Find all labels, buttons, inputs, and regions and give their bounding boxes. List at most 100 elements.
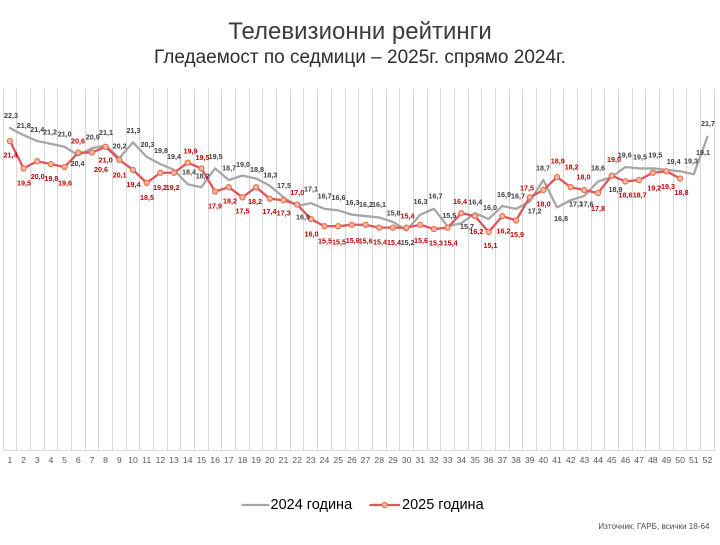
svg-text:15,9: 15,9 — [510, 230, 524, 239]
svg-text:20,6: 20,6 — [71, 136, 85, 145]
svg-text:34: 34 — [456, 455, 466, 465]
svg-text:13: 13 — [169, 455, 179, 465]
svg-text:18,2: 18,2 — [565, 162, 579, 171]
svg-text:41: 41 — [552, 455, 562, 465]
svg-text:17,5: 17,5 — [277, 181, 291, 190]
svg-text:15,4: 15,4 — [401, 212, 415, 221]
svg-text:19,2: 19,2 — [153, 183, 167, 192]
svg-text:18,2: 18,2 — [248, 197, 262, 206]
svg-text:2: 2 — [21, 455, 26, 465]
svg-text:16: 16 — [210, 455, 220, 465]
svg-text:21,4: 21,4 — [4, 151, 18, 160]
svg-text:1: 1 — [7, 455, 12, 465]
svg-text:19,5: 19,5 — [209, 152, 223, 161]
svg-text:3: 3 — [35, 455, 40, 465]
svg-text:21,4: 21,4 — [30, 125, 44, 134]
svg-text:16,2: 16,2 — [497, 227, 511, 236]
svg-text:20,0: 20,0 — [31, 172, 45, 181]
svg-text:18,9: 18,9 — [609, 185, 623, 194]
svg-text:18,2: 18,2 — [223, 197, 237, 206]
svg-text:45: 45 — [607, 455, 617, 465]
svg-text:19,0: 19,0 — [607, 155, 621, 164]
svg-text:19,1: 19,1 — [696, 148, 710, 157]
svg-text:35: 35 — [470, 455, 480, 465]
svg-text:26: 26 — [347, 455, 357, 465]
svg-text:15,7: 15,7 — [460, 222, 474, 231]
svg-text:10: 10 — [128, 455, 138, 465]
svg-text:18,0: 18,0 — [577, 173, 591, 182]
svg-text:25: 25 — [333, 455, 343, 465]
svg-text:40: 40 — [538, 455, 548, 465]
svg-text:39: 39 — [525, 455, 535, 465]
svg-text:33: 33 — [443, 455, 453, 465]
svg-text:16,9: 16,9 — [497, 190, 511, 199]
svg-text:21,0: 21,0 — [99, 156, 113, 165]
svg-text:16,2: 16,2 — [359, 200, 373, 209]
svg-text:17,1: 17,1 — [304, 185, 318, 194]
svg-text:12: 12 — [156, 455, 166, 465]
svg-text:15,2: 15,2 — [401, 238, 415, 247]
svg-text:17,0: 17,0 — [290, 188, 304, 197]
svg-text:17,4: 17,4 — [263, 207, 277, 216]
svg-text:28: 28 — [374, 455, 384, 465]
svg-text:49: 49 — [662, 455, 672, 465]
svg-text:38: 38 — [511, 455, 521, 465]
svg-text:15,6: 15,6 — [359, 236, 373, 245]
svg-text:19,4: 19,4 — [167, 152, 181, 161]
svg-text:16,4: 16,4 — [468, 198, 482, 207]
svg-text:16,0: 16,0 — [305, 230, 319, 239]
svg-text:Гледаемост по седмици – 2025г.: Гледаемост по седмици – 2025г. спрямо 20… — [154, 47, 566, 68]
svg-text:48: 48 — [648, 455, 658, 465]
svg-text:18,9: 18,9 — [551, 156, 565, 165]
svg-text:16,6: 16,6 — [332, 193, 346, 202]
svg-text:44: 44 — [593, 455, 603, 465]
svg-text:5: 5 — [62, 455, 67, 465]
svg-text:15,5: 15,5 — [332, 237, 346, 246]
svg-text:18,5: 18,5 — [140, 193, 154, 202]
svg-text:15,4: 15,4 — [387, 238, 401, 247]
svg-text:17,2: 17,2 — [528, 207, 542, 216]
svg-text:19,6: 19,6 — [618, 151, 632, 160]
svg-text:19,4: 19,4 — [667, 157, 681, 166]
svg-text:Източник: ГАРБ, всички 18-64: Източник: ГАРБ, всички 18-64 — [598, 522, 710, 531]
svg-text:16,7: 16,7 — [429, 192, 443, 201]
svg-text:18,8: 18,8 — [675, 188, 689, 197]
svg-text:18,8: 18,8 — [250, 165, 264, 174]
svg-text:15: 15 — [197, 455, 207, 465]
svg-text:20: 20 — [265, 455, 275, 465]
svg-text:20,4: 20,4 — [71, 159, 85, 168]
svg-text:15,6: 15,6 — [346, 236, 360, 245]
svg-text:47: 47 — [634, 455, 644, 465]
svg-text:15,4: 15,4 — [373, 238, 387, 247]
svg-text:37: 37 — [497, 455, 507, 465]
svg-text:18,3: 18,3 — [263, 170, 277, 179]
svg-text:18,6: 18,6 — [591, 164, 605, 173]
svg-text:16,9: 16,9 — [296, 213, 310, 222]
svg-text:15,5: 15,5 — [318, 237, 332, 246]
svg-text:6: 6 — [76, 455, 81, 465]
svg-text:27: 27 — [361, 455, 371, 465]
svg-text:16,3: 16,3 — [414, 197, 428, 206]
svg-text:18,2: 18,2 — [196, 172, 210, 181]
svg-text:43: 43 — [580, 455, 590, 465]
svg-text:19,5: 19,5 — [633, 153, 647, 162]
svg-text:18,4: 18,4 — [182, 168, 196, 177]
svg-text:17,3: 17,3 — [569, 200, 583, 209]
svg-text:19,5: 19,5 — [196, 153, 210, 162]
svg-text:21,3: 21,3 — [127, 126, 141, 135]
svg-text:22,3: 22,3 — [4, 111, 18, 120]
svg-text:18,6: 18,6 — [619, 191, 633, 200]
svg-text:20,6: 20,6 — [94, 165, 108, 174]
svg-text:17,3: 17,3 — [277, 208, 291, 217]
svg-text:17,8: 17,8 — [591, 204, 605, 213]
svg-text:16,7: 16,7 — [511, 192, 525, 201]
svg-text:19,6: 19,6 — [58, 179, 72, 188]
svg-text:11: 11 — [142, 455, 151, 465]
svg-text:46: 46 — [621, 455, 631, 465]
svg-text:31: 31 — [415, 455, 425, 465]
svg-text:51: 51 — [689, 455, 699, 465]
svg-text:19,3: 19,3 — [661, 182, 675, 191]
svg-text:22: 22 — [292, 455, 302, 465]
svg-text:14: 14 — [183, 455, 193, 465]
svg-text:52: 52 — [703, 455, 713, 465]
